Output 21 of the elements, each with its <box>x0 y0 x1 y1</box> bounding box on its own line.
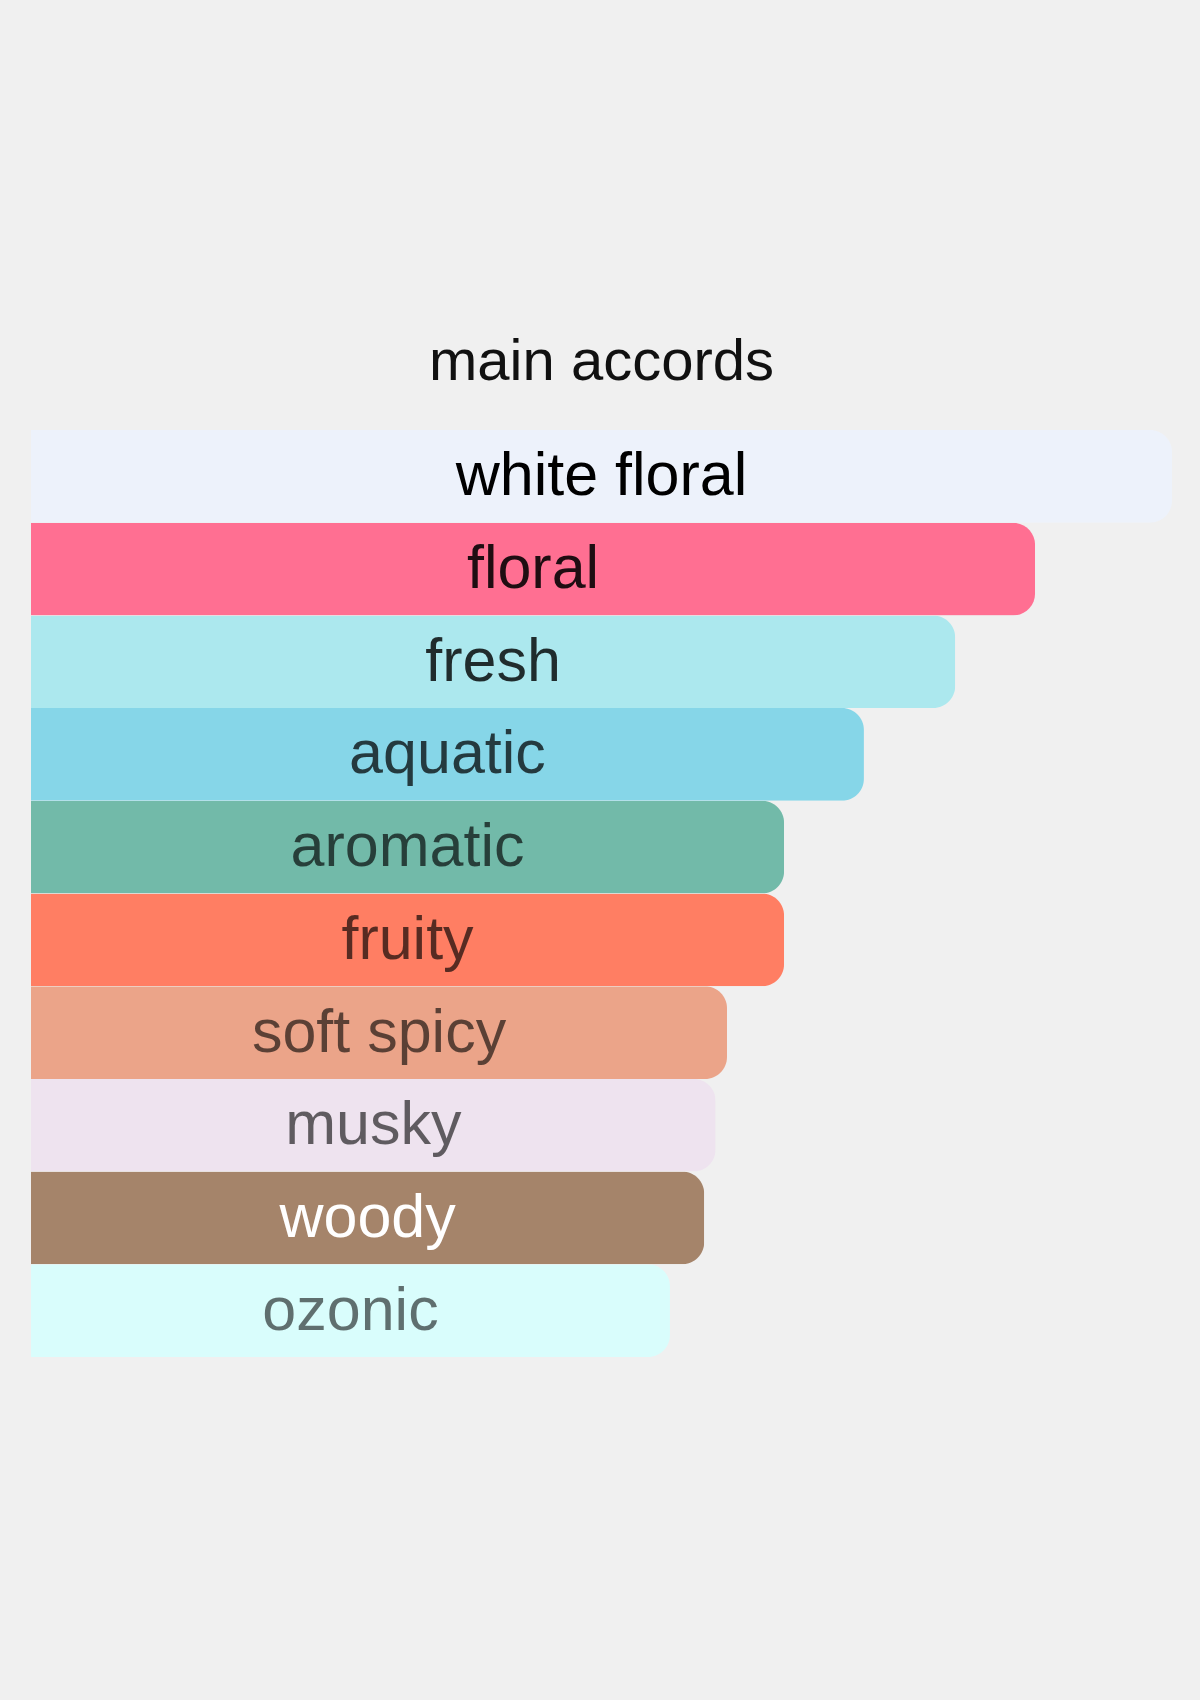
bar <box>31 708 864 801</box>
y-tick-label: soft spicy <box>251 996 507 1065</box>
bar <box>31 1078 716 1172</box>
y-tick-label: floral <box>466 533 600 602</box>
y-tick-label: musky <box>285 1089 462 1158</box>
y-tick-label: aromatic <box>290 811 525 880</box>
y-tick-label: fruity <box>341 903 475 972</box>
y-tick-label: fresh <box>425 625 561 694</box>
chart-title: main accords <box>429 327 774 392</box>
y-tick-label: ozonic <box>262 1274 439 1343</box>
bar <box>31 615 956 709</box>
bar <box>31 522 1036 616</box>
bar <box>31 800 785 894</box>
y-tick-label: aquatic <box>349 718 546 787</box>
bar <box>31 986 728 1079</box>
bar <box>31 430 1172 523</box>
bar <box>31 1264 670 1357</box>
y-tick-label: white floral <box>454 440 748 509</box>
y-tick-label: woody <box>278 1181 457 1250</box>
bar <box>31 893 785 987</box>
bar <box>31 1171 705 1265</box>
